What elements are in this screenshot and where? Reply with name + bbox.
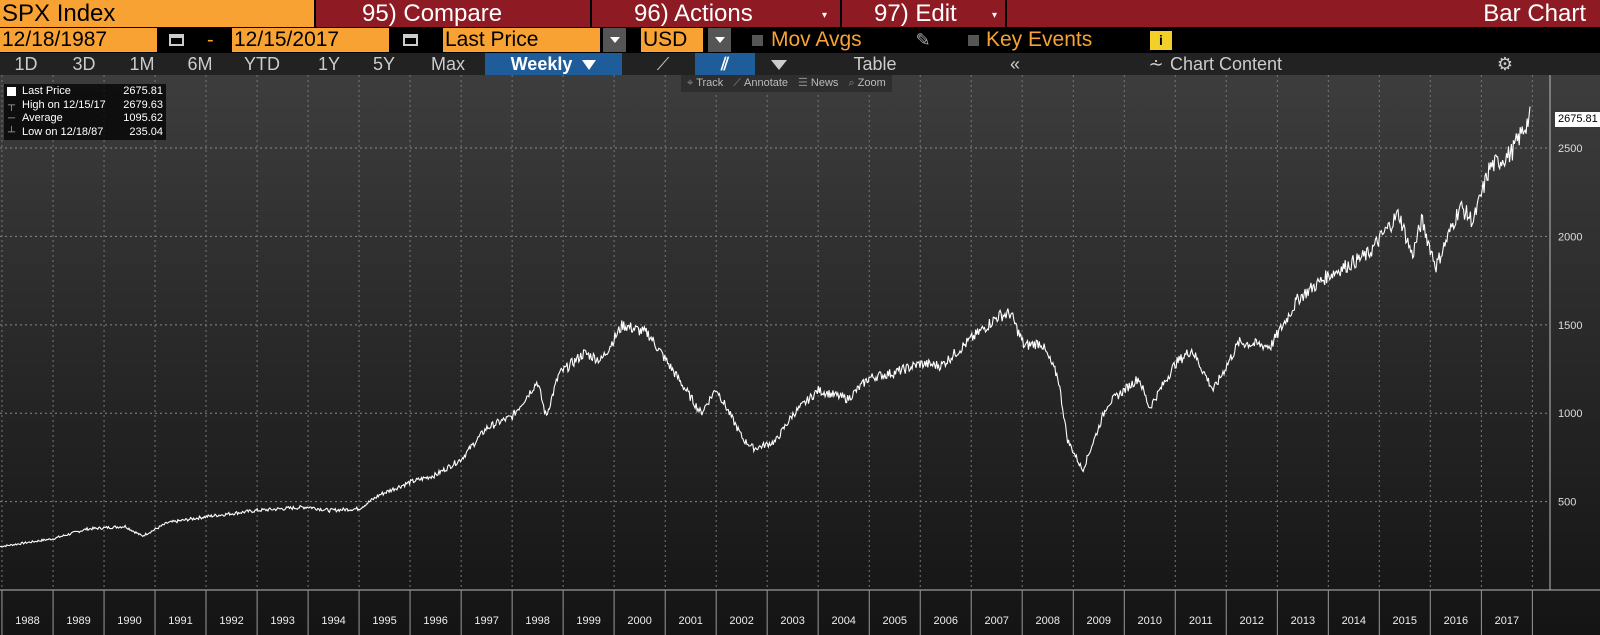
tab-1y[interactable]: 1Y (317, 54, 341, 74)
x-tick-label: 2006 (933, 615, 957, 627)
collapse-icon[interactable]: « (1009, 54, 1020, 74)
frequency-select[interactable]: Weekly (485, 53, 622, 75)
period-toolbar: 1D 3D 1M 6M YTD 1Y 5Y Max Weekly ⟋ ⫽ Tab… (0, 53, 1600, 75)
x-tick-label: 1989 (66, 615, 90, 627)
actions-label: 96) Actions (634, 0, 753, 27)
x-tick-label: 2003 (780, 615, 804, 627)
x-tick-label: 2010 (1138, 615, 1162, 627)
x-tick-label: 1990 (117, 615, 141, 627)
track-button[interactable]: ⌖ Track (687, 77, 724, 89)
x-tick-label: 2009 (1087, 615, 1111, 627)
x-tick-label: 2007 (984, 615, 1008, 627)
news-button[interactable]: ☰ News (798, 77, 839, 89)
key-events-label[interactable]: Key Events (986, 28, 1093, 51)
legend-low: ┴ Low on 12/18/87 235.04 (7, 125, 163, 138)
x-tick-label: 1988 (15, 615, 39, 627)
mov-avgs-checkbox[interactable] (752, 35, 763, 46)
x-tick-label: 1995 (372, 615, 396, 627)
spx-price-line (0, 106, 1531, 548)
chart-type-dropdown-icon[interactable] (764, 53, 794, 75)
x-tick-label: 1994 (321, 615, 345, 627)
mov-avgs-label[interactable]: Mov Avgs (771, 28, 862, 51)
x-tick-label: 2002 (729, 615, 753, 627)
gear-icon[interactable]: ⚙ (1496, 54, 1514, 74)
tab-1d[interactable]: 1D (14, 54, 38, 74)
x-tick-label: 2016 (1444, 615, 1468, 627)
price-chart[interactable]: 500 1000 1500 2000 2500 1988 1989 1990 1991 1992 1… (0, 75, 1600, 635)
edit-menu[interactable]: 97) Edit ▾ (840, 0, 1005, 27)
tab-6m[interactable]: 6M (187, 54, 213, 74)
chart-content-button[interactable]: Chart Content (1170, 54, 1283, 74)
key-events-checkbox[interactable] (968, 35, 979, 46)
pencil-icon[interactable]: ✎ (915, 30, 931, 50)
x-tick-label: 2008 (1036, 615, 1060, 627)
end-date-field[interactable]: 12/15/2017 (232, 28, 389, 52)
x-tick-label: 1992 (219, 615, 243, 627)
frequency-dropdown-icon (582, 60, 597, 71)
frequency-label: Weekly (510, 54, 573, 74)
chart-type-title: Bar Chart (1005, 0, 1600, 27)
x-tick-label: 1997 (474, 615, 498, 627)
start-date-field[interactable]: 12/18/1987 (0, 28, 157, 52)
actions-menu[interactable]: 96) Actions ▾ (590, 0, 840, 27)
controls-bar: 12/18/1987 - 12/15/2017 Last Price USD M… (0, 28, 1600, 52)
compare-button[interactable]: 95) Compare (314, 0, 590, 27)
x-tick-label: 2011 (1189, 615, 1213, 627)
currency-dropdown-icon[interactable] (708, 28, 731, 52)
edit-dropdown-icon: ▾ (992, 10, 998, 21)
actions-dropdown-icon: ▾ (822, 10, 828, 21)
field-select[interactable]: Last Price (443, 28, 600, 52)
chart-content-icon: ⩪ (1148, 54, 1164, 74)
annotate-button[interactable]: ⟋ Annotate (733, 77, 789, 89)
x-tick-label: 2012 (1240, 615, 1264, 627)
zoom-button[interactable]: ⌕ Zoom (848, 77, 886, 89)
x-tick-label: 2001 (678, 615, 702, 627)
title-bar: SPX Index 95) Compare 96) Actions ▾ 97) E… (0, 0, 1600, 27)
legend-last-price: Last Price 2675.81 (7, 85, 163, 99)
tab-max[interactable]: Max (430, 54, 465, 74)
x-tick-label: 2013 (1291, 615, 1315, 627)
x-tick-label: 2017 (1495, 615, 1519, 627)
legend-high: ┬ High on 12/15/17 2679.63 (7, 98, 163, 111)
x-tick-label: 2000 (627, 615, 651, 627)
x-tick-label: 2015 (1393, 615, 1417, 627)
x-tick-label: 2004 (831, 615, 855, 627)
x-tick-label: 1996 (423, 615, 447, 627)
y-tick-label: 1000 (1558, 408, 1582, 420)
end-calendar-icon[interactable] (394, 28, 426, 52)
table-button[interactable]: Table (853, 54, 897, 74)
line-chart-icon[interactable]: ⟋ (656, 54, 670, 74)
currency-select[interactable]: USD (641, 28, 703, 52)
y-tick-label: 500 (1558, 497, 1576, 509)
tab-1m[interactable]: 1M (129, 54, 155, 74)
y-tick-label: 1500 (1558, 320, 1582, 332)
x-tick-label: 1998 (525, 615, 549, 627)
y-tick-label: 2500 (1558, 143, 1582, 155)
last-price-tag: 2675.81 (1555, 112, 1600, 127)
legend-average: ─ Average 1095.62 (7, 112, 163, 124)
x-tick-label: 1999 (576, 615, 600, 627)
chart-subtools: ⌖ Track ⟋ Annotate ☰ News ⌕ Zoom (681, 75, 892, 92)
chart-legend: Last Price 2675.81 ┬ High on 12/15/17 2679.… (4, 84, 166, 140)
edit-label: 97) Edit (874, 0, 957, 27)
bar-chart-icon[interactable]: ⫽ (695, 53, 755, 75)
date-separator: - (207, 29, 214, 51)
ticker-field[interactable]: SPX Index (0, 0, 314, 27)
y-tick-label: 2000 (1558, 231, 1582, 243)
x-tick-label: 1991 (168, 615, 192, 627)
x-tick-label: 1993 (270, 615, 294, 627)
tab-3d[interactable]: 3D (72, 54, 96, 74)
tab-ytd[interactable]: YTD (244, 54, 280, 74)
chart-canvas: 500 1000 1500 2000 2500 1988 1989 1990 1991 1992 1… (0, 75, 1600, 635)
start-calendar-icon[interactable] (160, 28, 192, 52)
info-icon[interactable]: i (1150, 31, 1172, 50)
compare-label: 95) Compare (362, 0, 503, 27)
tab-5y[interactable]: 5Y (372, 54, 396, 74)
field-dropdown-icon[interactable] (603, 28, 626, 52)
x-tick-label: 2014 (1342, 615, 1366, 627)
x-tick-label: 2005 (883, 615, 907, 627)
